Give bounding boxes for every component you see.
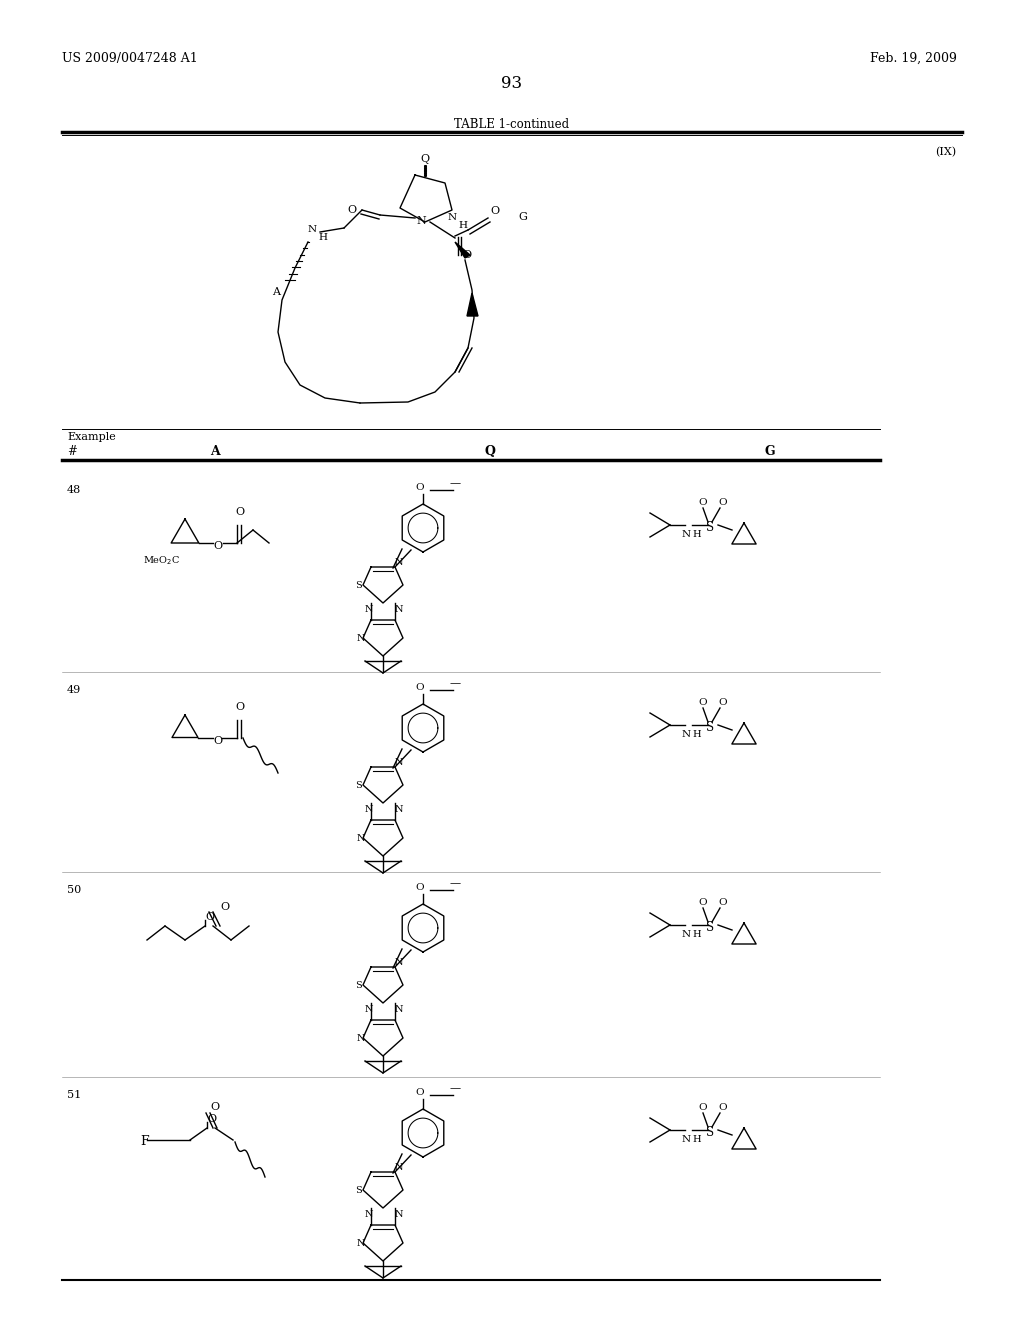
Text: N: N <box>395 1005 403 1014</box>
Text: N: N <box>357 1239 366 1247</box>
Text: O: O <box>415 483 424 492</box>
Text: S: S <box>706 1126 714 1139</box>
Text: H: H <box>318 234 327 242</box>
Text: N: N <box>357 634 366 643</box>
Text: O: O <box>718 1104 727 1111</box>
Text: H: H <box>692 531 700 539</box>
Text: (IX): (IX) <box>935 147 956 157</box>
Text: N: N <box>449 213 457 222</box>
Text: O: O <box>490 206 499 216</box>
Text: O: O <box>415 883 424 892</box>
Text: N: N <box>357 1034 366 1043</box>
Text: Q: Q <box>484 445 496 458</box>
Text: O: O <box>698 1104 707 1111</box>
Text: N: N <box>395 805 403 814</box>
Text: A: A <box>210 445 220 458</box>
Text: O: O <box>207 1114 216 1125</box>
Text: MeO$_2$C: MeO$_2$C <box>143 554 180 566</box>
Text: H: H <box>692 1135 700 1144</box>
Text: #: # <box>67 445 77 458</box>
Text: N: N <box>395 758 403 767</box>
Text: G: G <box>518 213 527 222</box>
Text: N: N <box>682 730 691 739</box>
Text: S: S <box>355 981 361 990</box>
Text: H: H <box>692 931 700 939</box>
Text: O: O <box>210 1102 219 1111</box>
Text: O: O <box>213 737 222 746</box>
Text: Example: Example <box>67 432 116 442</box>
Text: N: N <box>682 931 691 939</box>
Text: —: — <box>450 478 461 488</box>
Text: N: N <box>682 1135 691 1144</box>
Text: N: N <box>365 1005 374 1014</box>
Text: N: N <box>395 605 403 614</box>
Text: 51: 51 <box>67 1090 81 1100</box>
Text: Feb. 19, 2009: Feb. 19, 2009 <box>870 51 956 65</box>
Text: H: H <box>458 220 467 230</box>
Text: N: N <box>357 834 366 843</box>
Text: G: G <box>765 445 775 458</box>
Text: —: — <box>450 878 461 888</box>
Text: 50: 50 <box>67 884 81 895</box>
Text: O: O <box>415 1088 424 1097</box>
Text: N: N <box>365 605 374 614</box>
Text: O: O <box>213 541 222 550</box>
Text: Q: Q <box>421 154 429 164</box>
Text: O: O <box>718 698 727 708</box>
Text: N: N <box>365 805 374 814</box>
Text: N: N <box>308 224 317 234</box>
Text: O: O <box>415 682 424 692</box>
Text: S: S <box>355 781 361 789</box>
Text: S: S <box>355 1185 361 1195</box>
Polygon shape <box>455 242 470 257</box>
Text: O: O <box>698 698 707 708</box>
Text: O: O <box>462 249 471 260</box>
Polygon shape <box>467 293 478 315</box>
Text: H: H <box>692 730 700 739</box>
Text: —: — <box>450 1082 461 1093</box>
Text: O: O <box>718 898 727 907</box>
Text: N: N <box>416 216 426 226</box>
Text: O: O <box>698 898 707 907</box>
Text: US 2009/0047248 A1: US 2009/0047248 A1 <box>62 51 198 65</box>
Text: O: O <box>347 205 356 215</box>
Text: A: A <box>272 286 280 297</box>
Text: S: S <box>706 521 714 535</box>
Text: O: O <box>205 912 214 921</box>
Text: O: O <box>220 902 229 912</box>
Text: N: N <box>395 1210 403 1218</box>
Text: N: N <box>395 558 403 568</box>
Text: S: S <box>706 921 714 935</box>
Text: O: O <box>234 507 244 517</box>
Text: TABLE 1-continued: TABLE 1-continued <box>455 117 569 131</box>
Text: O: O <box>718 498 727 507</box>
Text: N: N <box>682 531 691 539</box>
Text: N: N <box>395 958 403 968</box>
Text: N: N <box>365 1210 374 1218</box>
Text: —: — <box>450 678 461 688</box>
Text: O: O <box>698 498 707 507</box>
Text: O: O <box>234 702 244 711</box>
Text: S: S <box>706 721 714 734</box>
Text: S: S <box>355 581 361 590</box>
Text: 49: 49 <box>67 685 81 696</box>
Text: N: N <box>395 1163 403 1172</box>
Text: 93: 93 <box>502 75 522 92</box>
Text: 48: 48 <box>67 484 81 495</box>
Text: F: F <box>140 1135 148 1148</box>
